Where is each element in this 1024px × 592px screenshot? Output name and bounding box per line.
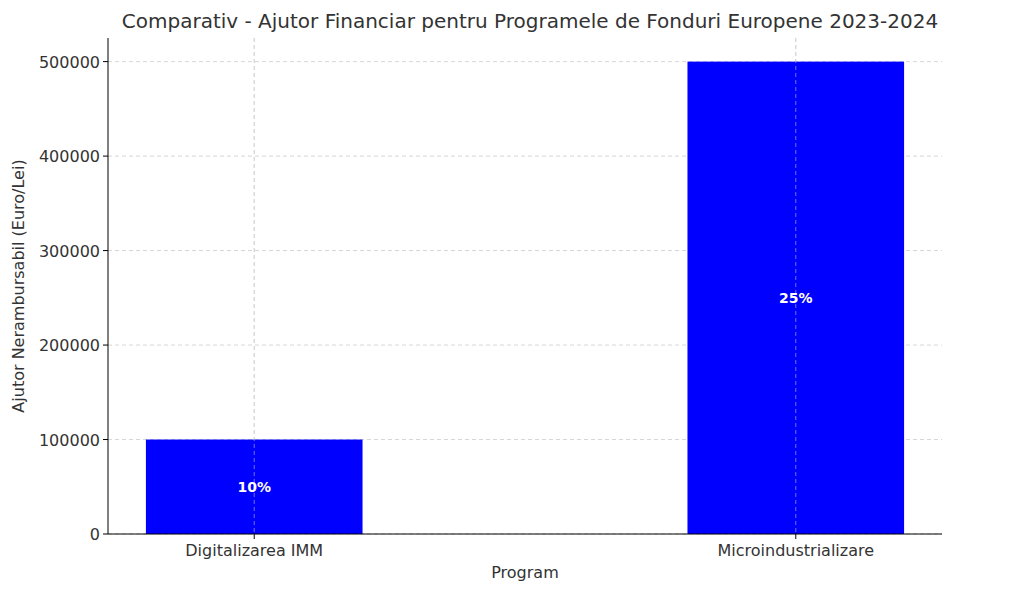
grid-line: [108, 534, 942, 535]
grid-line-x: [254, 38, 255, 534]
bar-annotation: 10%: [237, 479, 271, 495]
x-tick-label: Microindustrializare: [718, 541, 875, 560]
x-tick-label: Digitalizarea IMM: [185, 541, 323, 560]
y-tick: [103, 250, 108, 251]
y-tick: [103, 534, 108, 535]
x-tick: [254, 534, 255, 539]
grid-line-x: [254, 38, 255, 534]
y-tick-label: 500000: [39, 53, 100, 72]
y-tick-label: 100000: [39, 431, 100, 450]
x-tick: [795, 534, 796, 539]
y-tick-label: 300000: [39, 242, 100, 261]
y-tick: [103, 345, 108, 346]
y-tick: [103, 61, 108, 62]
x-axis-label: Program: [491, 563, 559, 582]
y-tick-label: 400000: [39, 147, 100, 166]
y-axis-line: [108, 38, 109, 534]
y-tick-label: 200000: [39, 336, 100, 355]
chart-svg: 10% 25% 0 100000 200000 300000 400000 500000 Dig…: [0, 0, 1024, 592]
y-tick-label: 0: [90, 525, 100, 544]
chart-container: 10% 25% 0 100000 200000 300000 400000 500000 Dig…: [0, 0, 1024, 592]
y-tick: [103, 439, 108, 440]
x-axis-line: [108, 534, 942, 535]
y-tick: [103, 156, 108, 157]
y-axis-label: Ajutor Nerambursabil (Euro/Lei): [9, 159, 28, 412]
grid-line-x: [795, 38, 796, 534]
chart-title: Comparativ - Ajutor Financiar pentru Pro…: [122, 9, 938, 33]
bar-annotation: 25%: [779, 290, 813, 306]
